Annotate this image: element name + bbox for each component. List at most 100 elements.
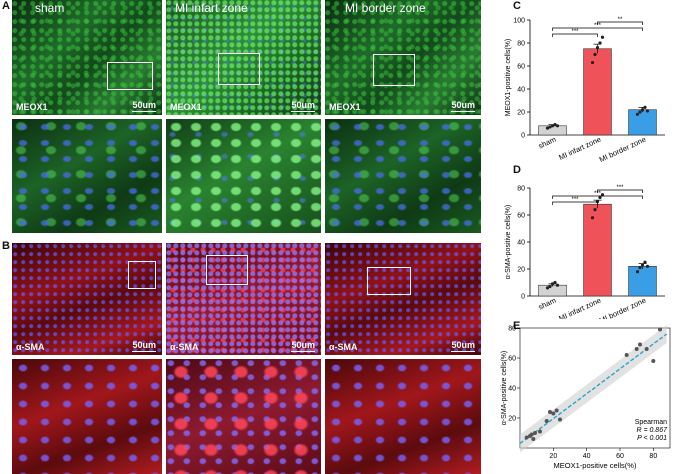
bar xyxy=(583,48,612,136)
x-tick-label: 80 xyxy=(649,453,657,460)
data-point xyxy=(548,410,552,414)
data-point xyxy=(590,216,595,220)
marker-label: α-SMA xyxy=(170,342,199,352)
data-point xyxy=(524,435,529,440)
significance-label: *** xyxy=(571,29,579,35)
data-point xyxy=(600,193,605,197)
y-tick-label: 60 xyxy=(517,213,525,220)
zoom-box xyxy=(367,267,411,295)
data-point xyxy=(638,342,642,347)
data-point xyxy=(548,284,552,289)
scale-bar: 50um xyxy=(451,100,475,112)
significance-bracket xyxy=(552,201,598,205)
data-point xyxy=(555,283,560,287)
y-axis-label: α-SMA-positive cells(%) xyxy=(505,205,512,279)
stats-annotation: Spearman xyxy=(635,419,667,426)
data-point xyxy=(640,263,645,267)
y-tick-label: 60 xyxy=(517,64,525,71)
scatter-correlation: 20 40 60 80 20 40 60 80 MEOX1-positive cells(%) α… xyxy=(501,325,671,470)
significance-label: ** xyxy=(618,17,623,23)
data-point xyxy=(598,195,602,200)
bar xyxy=(583,203,612,297)
y-tick-label: 20 xyxy=(517,110,525,117)
y-tick-label: 80 xyxy=(508,326,516,333)
data-point xyxy=(640,108,645,112)
panel-label-a: A xyxy=(2,0,10,12)
significance-label: *** xyxy=(594,23,602,29)
data-point xyxy=(555,124,560,128)
zoom-sham-asma xyxy=(12,359,162,474)
significance-bracket xyxy=(552,195,643,199)
marker-label: α-SMA xyxy=(16,342,45,352)
data-point xyxy=(645,109,650,113)
data-point xyxy=(590,60,595,65)
panel-label-c: C xyxy=(513,0,521,12)
micrograph-sham-meox1: MEOX1 50um xyxy=(12,0,162,115)
y-tick-label: 100 xyxy=(513,18,525,25)
zoom-box xyxy=(206,255,248,285)
data-point xyxy=(595,46,600,50)
y-tick-label: 40 xyxy=(517,240,525,247)
significance-bracket xyxy=(597,21,643,25)
zoom-box xyxy=(107,62,153,90)
micrograph-border-asma: α-SMA 50um xyxy=(325,243,481,355)
scale-bar: 50um xyxy=(451,340,475,352)
micrograph-infart-meox1: MEOX1 50um xyxy=(166,0,321,115)
significance-label: *** xyxy=(594,191,602,197)
data-point xyxy=(593,208,597,212)
y-tick-label: 60 xyxy=(508,356,516,363)
significance-bracket xyxy=(552,27,643,31)
data-point xyxy=(593,52,597,57)
zoom-border-meox1 xyxy=(325,119,481,233)
y-tick-label: 0 xyxy=(521,133,525,140)
zoom-border-asma xyxy=(325,359,481,474)
y-axis-label: α-SMA-positive cells(%) xyxy=(501,351,508,425)
y-tick-label: 80 xyxy=(517,41,525,48)
zoom-box xyxy=(218,53,260,85)
x-tick-label: 60 xyxy=(616,453,624,460)
data-point xyxy=(624,353,629,357)
significance-bracket xyxy=(552,33,598,37)
significance-bracket xyxy=(597,189,643,193)
data-point xyxy=(529,432,534,437)
zoom-infart-asma xyxy=(166,359,321,474)
x-tick-label: MI infart zone xyxy=(557,135,602,162)
y-tick-label: 0 xyxy=(521,294,525,301)
marker-label: α-SMA xyxy=(329,342,358,352)
bar xyxy=(628,109,657,136)
micrograph-border-meox1: MEOX1 50um xyxy=(325,0,481,115)
data-point xyxy=(600,35,605,39)
x-tick-label: 40 xyxy=(583,453,591,460)
data-point xyxy=(531,437,536,441)
bar xyxy=(538,284,567,297)
significance-label: *** xyxy=(616,185,624,191)
y-tick-label: 40 xyxy=(508,386,516,393)
panel-label-e: E xyxy=(513,320,521,332)
scale-bar: 50um xyxy=(132,340,156,352)
data-point xyxy=(553,280,557,285)
data-point xyxy=(643,260,647,264)
data-point xyxy=(644,347,649,351)
micrograph-infart-asma: α-SMA 50um xyxy=(166,243,321,355)
stats-annotation: R = 0.867 xyxy=(636,427,668,434)
scale-bar: 50um xyxy=(291,340,315,352)
bar xyxy=(628,266,657,297)
y-tick-label: 20 xyxy=(517,267,525,274)
x-tick-label: MI border zone xyxy=(598,135,648,164)
data-point xyxy=(548,125,552,129)
x-tick-label: sham xyxy=(537,135,557,151)
panel-label-b: B xyxy=(2,240,10,252)
x-tick-label: MI infart zone xyxy=(557,296,602,319)
zoom-infart-meox1 xyxy=(166,119,321,233)
data-point xyxy=(598,41,602,45)
scale-bar: 50um xyxy=(291,100,315,112)
data-point xyxy=(551,411,556,416)
marker-label: MEOX1 xyxy=(16,102,48,112)
data-point xyxy=(651,359,656,363)
data-point xyxy=(554,408,559,413)
y-tick-label: 40 xyxy=(517,87,525,94)
x-axis-label: MEOX1-positive cells(%) xyxy=(554,461,637,470)
column-title-sham: sham xyxy=(35,1,65,15)
y-axis-label: MEOX1-positive cells(%) xyxy=(505,39,512,116)
